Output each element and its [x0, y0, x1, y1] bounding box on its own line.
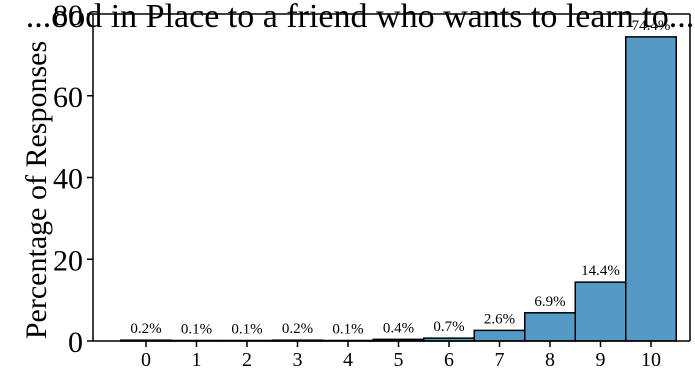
bars-group	[120, 36, 677, 342]
x-axis: 0 1 2 3 4 5 6 7 8 9 10	[93, 13, 690, 371]
bar-value-label-1: 0.1%	[181, 322, 212, 338]
x-tick-label-2: 2	[242, 349, 252, 371]
x-tick-label-1: 1	[192, 349, 202, 371]
bar-value-label-5: 0.4%	[383, 320, 414, 336]
bar-9	[574, 281, 627, 342]
bar-7	[473, 329, 526, 342]
y-tick-label-60: 60	[53, 81, 83, 114]
x-tick-label-4: 4	[343, 349, 353, 371]
y-tick-label-0: 0	[68, 326, 83, 359]
bar-value-label-7: 2.6%	[484, 311, 515, 327]
x-tick-label-8: 8	[545, 349, 555, 371]
x-tick-label-6: 6	[444, 349, 454, 371]
bar-value-label-6: 0.7%	[433, 319, 464, 335]
y-tick-label-80: 80	[53, 0, 83, 32]
value-labels-group: 0.2% 0.1% 0.1% 0.2% 0.1% 0.4% 0.7% 2.6% 6.9% 14.4…	[130, 18, 670, 338]
bar-value-label-4: 0.1%	[332, 322, 363, 338]
y-tick-label-20: 20	[53, 244, 83, 277]
bar-8	[524, 312, 576, 342]
bar-value-label-9: 14.4%	[581, 263, 620, 279]
y-axis: 0 20 40 60 80	[53, 0, 691, 359]
bar-10	[625, 36, 677, 342]
bar-value-label-3: 0.2%	[282, 321, 313, 337]
y-tick-label-40: 40	[53, 163, 83, 196]
x-tick-label-9: 9	[596, 349, 606, 371]
x-tick-label-3: 3	[293, 349, 303, 371]
chart-title: ...ood in Place to a friend who wants to…	[26, 0, 695, 35]
bar-value-label-8: 6.9%	[534, 294, 565, 310]
x-tick-label-0: 0	[141, 349, 151, 371]
bar-value-label-2: 0.1%	[231, 322, 262, 338]
x-tick-label-10: 10	[641, 349, 661, 371]
bar-value-label-10: 74.4%	[632, 18, 671, 34]
y-axis-label: Percentage of Responses	[20, 41, 53, 339]
x-tick-label-7: 7	[495, 349, 505, 371]
bar-value-label-0: 0.2%	[130, 321, 161, 337]
x-tick-label-5: 5	[394, 349, 404, 371]
